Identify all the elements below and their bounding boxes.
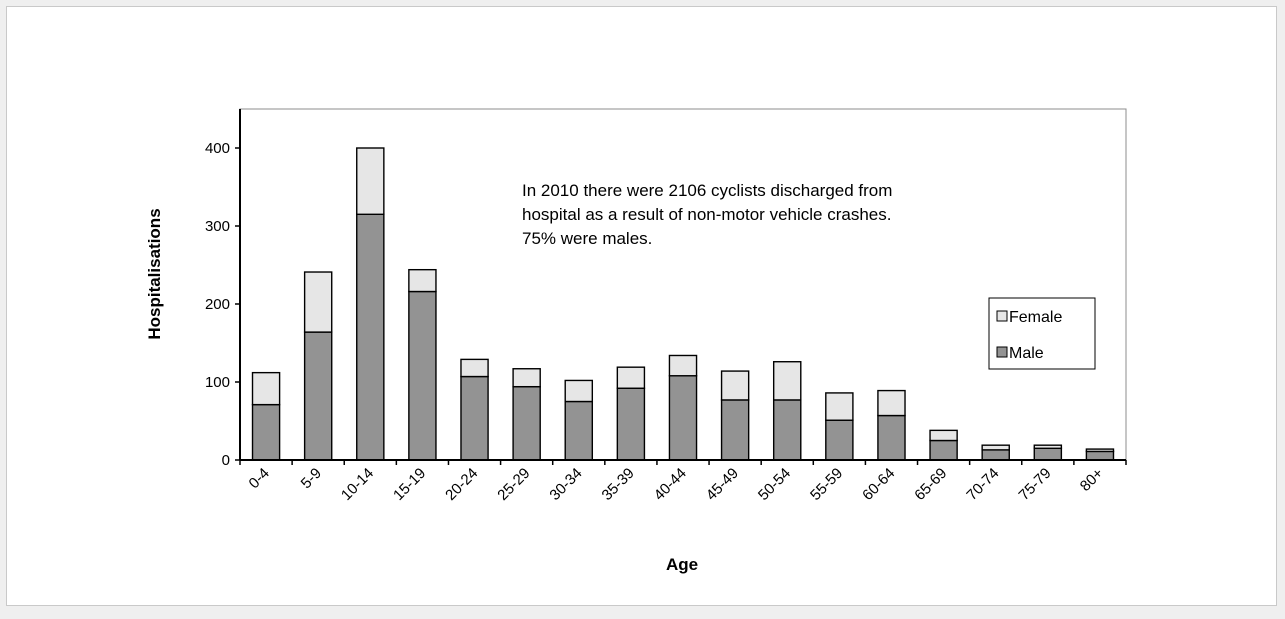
x-tick-label-15-19: 15-19 (390, 465, 429, 504)
bar-male-45-49 (720, 399, 750, 461)
bar-male-50-54 (772, 399, 802, 461)
bar-male-75-79 (1033, 447, 1063, 461)
x-tick-label-20-24: 20-24 (442, 465, 481, 504)
bar-female-20-24 (460, 358, 489, 378)
bar-female-5-9 (303, 271, 333, 333)
bar-female-50-54 (772, 361, 802, 401)
bar-female-60-64 (877, 389, 906, 417)
legend-swatch-female (996, 310, 1008, 322)
x-tick-label-80+: 80+ (1077, 465, 1107, 495)
bar-male-15-19 (408, 290, 437, 461)
bar-female-45-49 (720, 370, 750, 401)
bar-male-5-9 (303, 331, 333, 461)
bar-female-0-4 (251, 371, 281, 406)
legend: Female Male (988, 297, 1096, 370)
bar-male-30-34 (564, 400, 594, 461)
y-tick-label-100: 100 (205, 374, 230, 391)
bar-female-80+ (1085, 448, 1115, 453)
bar-female-65-69 (929, 429, 958, 442)
x-tick-label-25-29: 25-29 (494, 465, 533, 504)
bar-female-10-14 (356, 147, 385, 216)
bar-female-30-34 (564, 379, 594, 403)
y-tick-label-400: 400 (205, 140, 230, 157)
x-tick-label-35-39: 35-39 (599, 465, 638, 504)
bar-male-35-39 (616, 387, 646, 461)
bar-male-65-69 (929, 439, 958, 461)
x-tick-label-10-14: 10-14 (338, 465, 377, 504)
annotation-line-2: hospital as a result of non-motor vehicl… (522, 205, 891, 224)
bar-female-40-44 (668, 354, 698, 377)
x-tick-label-50-54: 50-54 (755, 465, 794, 504)
x-axis-title: Age (666, 555, 698, 574)
bar-male-80+ (1085, 450, 1115, 461)
x-tick-label-40-44: 40-44 (651, 465, 690, 504)
bar-male-55-59 (825, 419, 854, 461)
y-tick-label-0: 0 (222, 452, 230, 469)
legend-swatch-male (996, 346, 1008, 358)
annotation-line-1: In 2010 there were 2106 cyclists dischar… (522, 181, 892, 200)
y-tick-label-300: 300 (205, 218, 230, 235)
bar-female-35-39 (616, 366, 646, 389)
bar-female-55-59 (825, 392, 854, 421)
legend-label-male: Male (1009, 345, 1044, 362)
y-tick-label-200: 200 (205, 296, 230, 313)
bar-male-25-29 (512, 385, 541, 461)
x-tick-label-75-79: 75-79 (1015, 465, 1054, 504)
bars-group (251, 147, 1115, 461)
x-tick-label-5-9: 5-9 (298, 465, 325, 492)
bar-female-70-74 (981, 444, 1010, 451)
bar-male-0-4 (251, 403, 281, 461)
bar-male-40-44 (668, 375, 698, 461)
bar-male-70-74 (981, 449, 1010, 461)
bar-male-10-14 (356, 213, 385, 461)
annotation-line-3: 75% were males. (522, 229, 652, 248)
bar-female-25-29 (512, 368, 541, 388)
x-tick-label-45-49: 45-49 (703, 465, 742, 504)
bar-female-15-19 (408, 268, 437, 293)
bar-female-75-79 (1033, 444, 1063, 449)
x-tick-label-0-4: 0-4 (246, 465, 273, 492)
bar-male-60-64 (877, 414, 906, 461)
x-tick-label-55-59: 55-59 (807, 465, 846, 504)
legend-label-female: Female (1009, 309, 1062, 326)
x-tick-label-60-64: 60-64 (859, 465, 898, 504)
bar-male-20-24 (460, 375, 489, 461)
x-tick-label-30-34: 30-34 (546, 465, 585, 504)
y-axis-title: Hospitalisations (145, 208, 164, 339)
x-tick-label-65-69: 65-69 (911, 465, 950, 504)
x-tick-label-70-74: 70-74 (963, 465, 1002, 504)
